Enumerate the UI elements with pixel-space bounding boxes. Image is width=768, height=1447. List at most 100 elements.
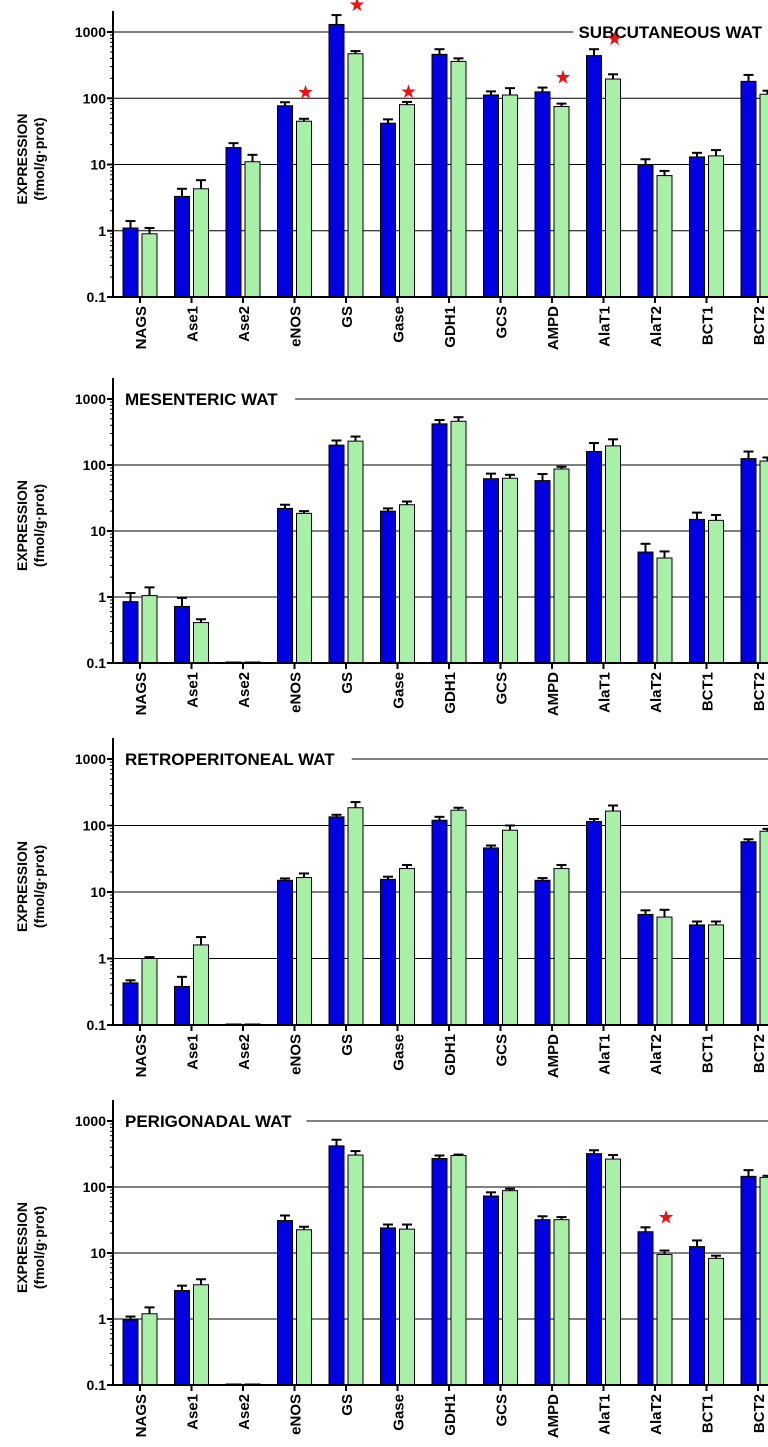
y-tick-label: 1000 <box>75 391 106 407</box>
significance-star: ★ <box>297 82 314 103</box>
bar <box>347 807 364 1026</box>
panel-title: RETROPERITONEAL WAT <box>125 750 335 769</box>
y-axis-label: EXPRESSION <box>14 841 30 932</box>
bar <box>605 1158 621 1386</box>
y-tick-label: 0.1 <box>87 1017 107 1033</box>
category-label: eNOS <box>288 306 305 347</box>
y-tick-label: 0.1 <box>87 289 107 305</box>
category-label: AMPD <box>545 1394 562 1438</box>
category-label: NAGS <box>133 1034 150 1077</box>
bar <box>740 80 757 298</box>
category-label: GS <box>339 1034 356 1056</box>
panel-title: PERIGONADAL WAT <box>125 1112 292 1131</box>
bar <box>534 1219 551 1386</box>
bar <box>553 1219 570 1386</box>
y-tick-label: 100 <box>83 90 107 106</box>
significance-star: ★ <box>348 0 365 16</box>
y-axis-label: (fmol/g·prot) <box>31 1206 47 1289</box>
category-label: BCT1 <box>700 672 717 711</box>
bar <box>450 60 467 298</box>
y-tick-label: 1 <box>98 1311 106 1327</box>
bar <box>708 155 724 298</box>
bar <box>637 164 654 298</box>
category-label: Ase1 <box>185 1394 202 1430</box>
bar <box>656 175 673 298</box>
category-label: GDH1 <box>442 306 459 348</box>
category-label: Ase2 <box>236 1034 253 1070</box>
category-label: NAGS <box>133 672 150 715</box>
bar <box>296 512 312 664</box>
y-axis-label: (fmol/g·prot) <box>31 484 47 567</box>
bar <box>193 622 209 664</box>
bar <box>708 519 724 664</box>
bar <box>380 122 396 298</box>
category-label: BCT2 <box>751 1394 768 1433</box>
bar <box>122 601 139 664</box>
y-tick-label: 1000 <box>75 1113 106 1129</box>
bar <box>141 958 158 1026</box>
bar <box>431 1158 448 1386</box>
bar <box>605 78 621 298</box>
y-tick-label: 1000 <box>75 24 106 40</box>
category-label: Ase2 <box>236 1394 253 1430</box>
category-label: GS <box>339 1394 356 1416</box>
bar <box>174 1290 190 1386</box>
significance-star: ★ <box>657 1207 674 1228</box>
bar <box>605 810 621 1026</box>
y-tick-label: 0.1 <box>87 655 107 671</box>
y-tick-label: 0.1 <box>87 1377 107 1393</box>
y-tick-label: 100 <box>83 818 107 834</box>
category-label: Gase <box>391 672 408 709</box>
bar <box>740 458 757 664</box>
bar <box>380 878 396 1026</box>
panel-title: SUBCUTANEOUS WAT <box>578 23 762 42</box>
bar <box>689 518 705 664</box>
category-label: GCS <box>494 1394 511 1427</box>
category-label: Gase <box>391 1394 408 1431</box>
bar <box>277 507 293 664</box>
bar <box>759 460 768 664</box>
bar <box>656 916 673 1026</box>
bar <box>399 104 415 298</box>
bar <box>225 147 242 298</box>
bar <box>193 944 209 1026</box>
bar <box>502 477 518 664</box>
bar <box>296 1229 312 1386</box>
category-label: AMPD <box>545 306 562 350</box>
bar <box>483 94 499 298</box>
bar <box>431 423 448 664</box>
category-label: GS <box>339 672 356 694</box>
chart-panel: PERIGONADAL WAT NAGS Ase1 Ase2 eNOS GS Gase GDH… <box>14 1100 768 1438</box>
bar <box>502 1190 518 1386</box>
y-tick-label: 1 <box>98 223 106 239</box>
bar <box>347 1154 364 1386</box>
category-label: AMPD <box>545 672 562 716</box>
chart-panel: RETROPERITONEAL WAT NAGS Ase1 Ase2 eNOS GS Gas… <box>14 738 768 1078</box>
bar <box>399 1228 415 1386</box>
bar <box>296 120 312 298</box>
category-label: GS <box>339 306 356 328</box>
bar <box>450 420 467 664</box>
bar <box>277 105 293 298</box>
category-label: AlaT2 <box>648 672 665 713</box>
category-label: GDH1 <box>442 1034 459 1076</box>
bar <box>399 868 415 1026</box>
bar <box>380 1227 396 1386</box>
bar <box>586 55 602 298</box>
category-label: GCS <box>494 1034 511 1067</box>
bar <box>399 504 415 664</box>
y-tick-label: 10 <box>90 1245 106 1261</box>
significance-star: ★ <box>606 29 623 50</box>
category-label: GCS <box>494 672 511 705</box>
significance-star: ★ <box>554 68 571 89</box>
y-axis-label: (fmol/g·prot) <box>31 117 47 200</box>
chart-panel: SUBCUTANEOUS WAT NAGS Ase1 Ase2 eNOS GS Gase GD… <box>14 0 768 350</box>
bar <box>708 924 724 1026</box>
bar <box>637 551 654 664</box>
bar <box>174 195 190 298</box>
category-label: GDH1 <box>442 1394 459 1436</box>
category-label: eNOS <box>288 1394 305 1435</box>
bar <box>244 161 261 298</box>
bar <box>586 451 602 664</box>
bar <box>759 93 768 298</box>
